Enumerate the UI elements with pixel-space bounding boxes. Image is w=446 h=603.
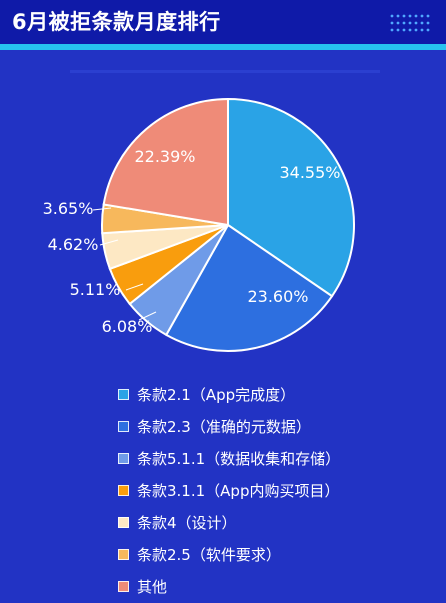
legend-label: 条款2.5（软件要求） [137,545,281,564]
legend-item: 条款3.1.1（App内购买项目） [118,474,438,506]
pie-chart-area: 34.55% 23.60% 6.08% 5.11% 4.62% 3.65% 22.39% [0,80,446,370]
legend-label: 条款2.3（准确的元数据） [137,417,311,436]
legend-item: 条款2.3（准确的元数据） [118,410,438,442]
slice-value-label: 5.11% [70,280,121,299]
legend-label: 条款5.1.1（数据收集和存储） [137,449,341,468]
chart-legend: 条款2.1（App完成度） 条款2.3（准确的元数据） 条款5.1.1（数据收集和存… [118,378,438,602]
legend-item: 条款2.1（App完成度） [118,378,438,410]
legend-label: 其他 [137,577,168,596]
slice-value-label: 4.62% [48,235,99,254]
legend-item: 其他 [118,570,438,602]
pie-chart: 34.55% 23.60% 6.08% 5.11% 4.62% 3.65% 22.39% [43,97,355,352]
legend-swatch [118,516,129,528]
legend-item: 条款5.1.1（数据收集和存储） [118,442,438,474]
page-title: 6月被拒条款月度排行 [12,10,221,34]
header-accent-line [0,44,446,50]
legend-label: 条款3.1.1（App内购买项目） [137,481,340,500]
label-leader-line [138,311,157,321]
legend-item: 条款2.5（软件要求） [118,538,438,570]
header-bar: 6月被拒条款月度排行 [0,0,446,44]
legend-swatch [118,420,129,432]
slice-value-label: 23.60% [247,287,308,306]
pie-slice [227,97,355,298]
slice-value-label: 22.39% [134,147,195,166]
slice-value-label: 3.65% [43,199,94,218]
pie-slice [164,223,334,352]
legend-swatch [118,388,129,400]
legend-label: 条款4（设计） [137,513,237,532]
dot-grid-decoration [390,14,434,34]
label-leader-line [99,239,119,246]
pie-slice [102,97,229,227]
label-leader-line [125,283,144,291]
legend-swatch [118,452,129,464]
legend-swatch [118,580,129,592]
panel-divider [70,70,380,73]
slice-value-label: 34.55% [279,163,340,182]
legend-swatch [118,548,129,560]
legend-label: 条款2.1（App完成度） [137,385,296,404]
label-leader-line [92,207,112,211]
slice-value-label: 6.08% [102,317,153,336]
legend-swatch [118,484,129,496]
legend-item: 条款4（设计） [118,506,438,538]
